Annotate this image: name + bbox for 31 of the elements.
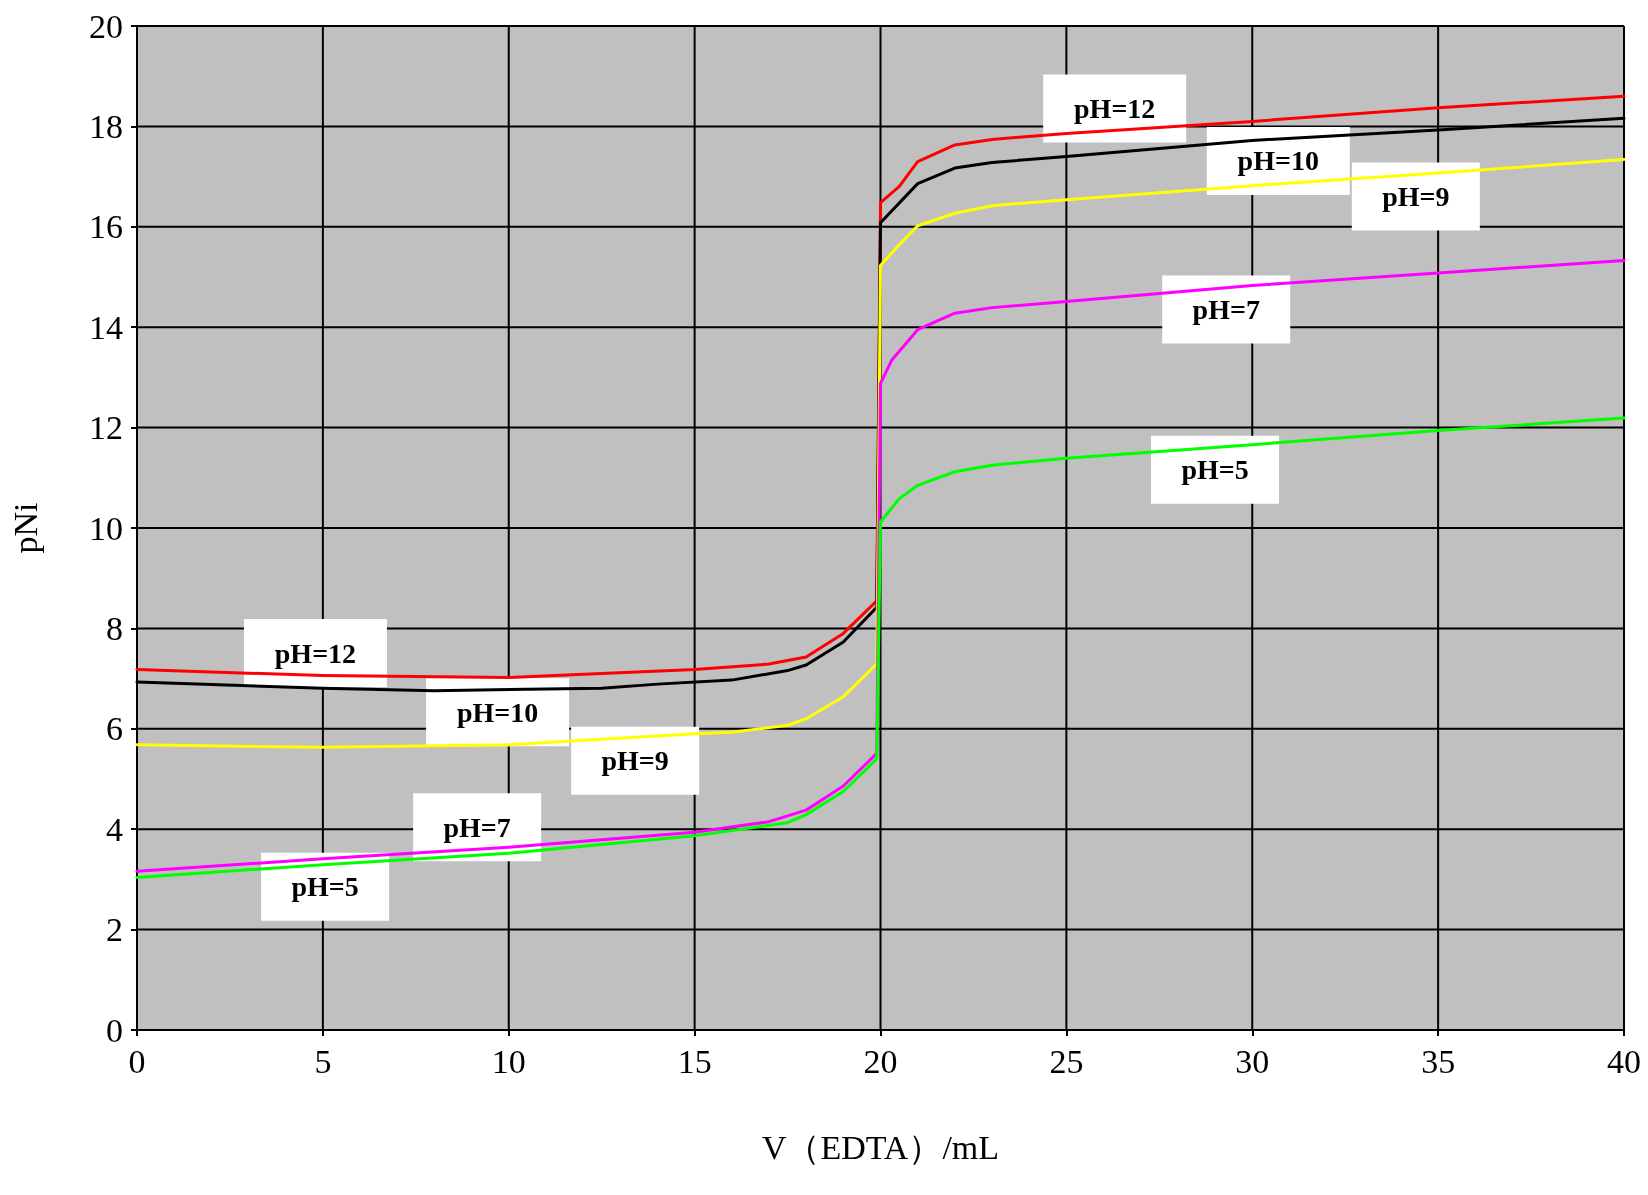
y-tick-label: 8: [106, 609, 123, 647]
x-tick-label: 25: [1049, 1042, 1084, 1080]
annotation: pH=7: [1192, 294, 1260, 326]
x-tick-label: 35: [1421, 1042, 1456, 1080]
x-tick-label: 10: [491, 1042, 526, 1080]
y-tick-label: 2: [106, 911, 123, 949]
y-tick-label: 10: [89, 509, 123, 547]
y-tick-label: 6: [106, 710, 123, 748]
annotation: pH=9: [601, 745, 669, 777]
y-tick-label: 16: [89, 208, 123, 246]
x-tick-label: 20: [863, 1042, 898, 1080]
x-axis-title: V（EDTA）/mL: [761, 1128, 1000, 1166]
annotation: pH=7: [443, 811, 511, 843]
y-tick-label: 20: [89, 7, 123, 45]
annotation: pH=5: [1181, 454, 1249, 486]
y-tick-label: 4: [106, 810, 123, 848]
annotation: pH=9: [1382, 181, 1450, 213]
x-tick-label: 15: [677, 1042, 712, 1080]
x-tick-label: 30: [1235, 1042, 1270, 1080]
y-tick-label: 18: [89, 107, 123, 145]
annotation: pH=5: [291, 871, 359, 903]
y-tick-label: 12: [89, 409, 123, 447]
annotation: pH=12: [1074, 92, 1156, 124]
y-tick-label: 0: [106, 1011, 123, 1049]
annotation: pH=10: [456, 696, 539, 728]
y-axis-title: pNi: [6, 502, 44, 554]
x-tick-label: 5: [314, 1042, 332, 1080]
x-tick-label: 40: [1607, 1042, 1641, 1080]
annotation: pH=12: [274, 637, 357, 669]
y-tick-label: 14: [89, 308, 123, 346]
annotation: pH=10: [1237, 145, 1319, 177]
